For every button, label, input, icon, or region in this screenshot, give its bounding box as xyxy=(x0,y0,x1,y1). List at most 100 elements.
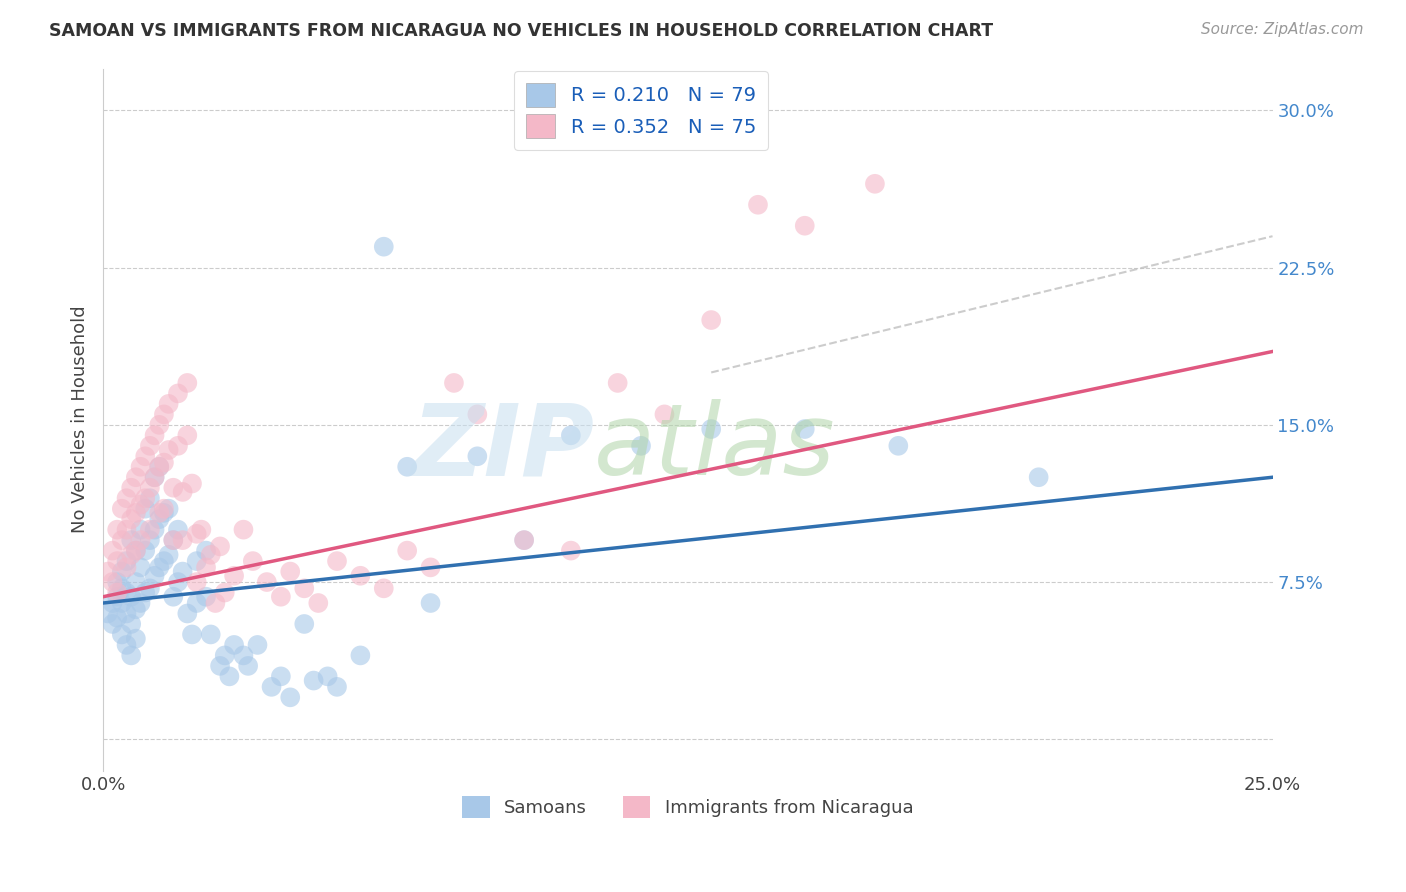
Point xyxy=(606,376,628,390)
Point xyxy=(111,533,134,548)
Point xyxy=(111,627,134,641)
Point xyxy=(111,582,134,596)
Point xyxy=(134,543,156,558)
Point xyxy=(793,219,815,233)
Point xyxy=(120,481,142,495)
Point xyxy=(181,476,204,491)
Point xyxy=(120,590,142,604)
Point xyxy=(396,543,419,558)
Point xyxy=(176,607,198,621)
Point xyxy=(700,422,723,436)
Point xyxy=(115,607,138,621)
Point xyxy=(200,548,222,562)
Point xyxy=(232,648,254,663)
Text: ZIP: ZIP xyxy=(412,400,595,496)
Point xyxy=(129,498,152,512)
Point xyxy=(209,659,232,673)
Point xyxy=(513,533,536,548)
Point xyxy=(316,669,339,683)
Point xyxy=(172,565,194,579)
Point xyxy=(246,638,269,652)
Point xyxy=(214,648,236,663)
Point xyxy=(139,439,162,453)
Point xyxy=(125,506,148,520)
Point xyxy=(101,596,124,610)
Point xyxy=(139,533,162,548)
Point xyxy=(134,585,156,599)
Point xyxy=(373,240,395,254)
Point xyxy=(105,554,128,568)
Point xyxy=(176,376,198,390)
Point xyxy=(419,560,441,574)
Point xyxy=(139,582,162,596)
Point xyxy=(236,659,259,673)
Point xyxy=(143,470,166,484)
Point xyxy=(125,543,148,558)
Point xyxy=(125,602,148,616)
Point xyxy=(105,610,128,624)
Point xyxy=(292,617,315,632)
Point xyxy=(214,585,236,599)
Text: atlas: atlas xyxy=(595,400,837,496)
Point xyxy=(443,376,465,390)
Point xyxy=(97,565,120,579)
Point xyxy=(115,638,138,652)
Point xyxy=(186,575,208,590)
Point xyxy=(153,501,176,516)
Point xyxy=(120,548,142,562)
Point xyxy=(120,617,142,632)
Point xyxy=(256,575,278,590)
Point xyxy=(630,439,652,453)
Point xyxy=(111,565,134,579)
Point xyxy=(129,459,152,474)
Point xyxy=(465,450,488,464)
Point xyxy=(157,548,180,562)
Point xyxy=(139,481,162,495)
Point xyxy=(157,501,180,516)
Text: Source: ZipAtlas.com: Source: ZipAtlas.com xyxy=(1201,22,1364,37)
Point xyxy=(143,470,166,484)
Point xyxy=(129,533,152,548)
Point xyxy=(111,501,134,516)
Point xyxy=(125,543,148,558)
Point xyxy=(218,669,240,683)
Point xyxy=(167,523,190,537)
Point xyxy=(134,491,156,506)
Point xyxy=(232,523,254,537)
Point xyxy=(190,523,212,537)
Point xyxy=(326,680,349,694)
Point xyxy=(200,627,222,641)
Point xyxy=(465,408,488,422)
Point xyxy=(513,533,536,548)
Point xyxy=(153,554,176,568)
Point xyxy=(195,560,218,574)
Point xyxy=(186,554,208,568)
Legend: Samoans, Immigrants from Nicaragua: Samoans, Immigrants from Nicaragua xyxy=(456,789,921,825)
Point xyxy=(186,526,208,541)
Point xyxy=(270,669,292,683)
Point xyxy=(148,459,170,474)
Point xyxy=(101,543,124,558)
Point xyxy=(129,596,152,610)
Point xyxy=(204,596,226,610)
Point xyxy=(105,575,128,590)
Point xyxy=(260,680,283,694)
Point xyxy=(747,198,769,212)
Point xyxy=(700,313,723,327)
Point xyxy=(224,568,246,582)
Point xyxy=(654,408,676,422)
Point xyxy=(129,523,152,537)
Point xyxy=(278,565,301,579)
Point xyxy=(167,439,190,453)
Point xyxy=(157,397,180,411)
Point xyxy=(129,560,152,574)
Point xyxy=(181,627,204,641)
Point xyxy=(560,543,582,558)
Point xyxy=(143,523,166,537)
Point xyxy=(105,590,128,604)
Point xyxy=(105,585,128,599)
Point xyxy=(105,523,128,537)
Point xyxy=(120,648,142,663)
Point xyxy=(115,491,138,506)
Point xyxy=(162,590,184,604)
